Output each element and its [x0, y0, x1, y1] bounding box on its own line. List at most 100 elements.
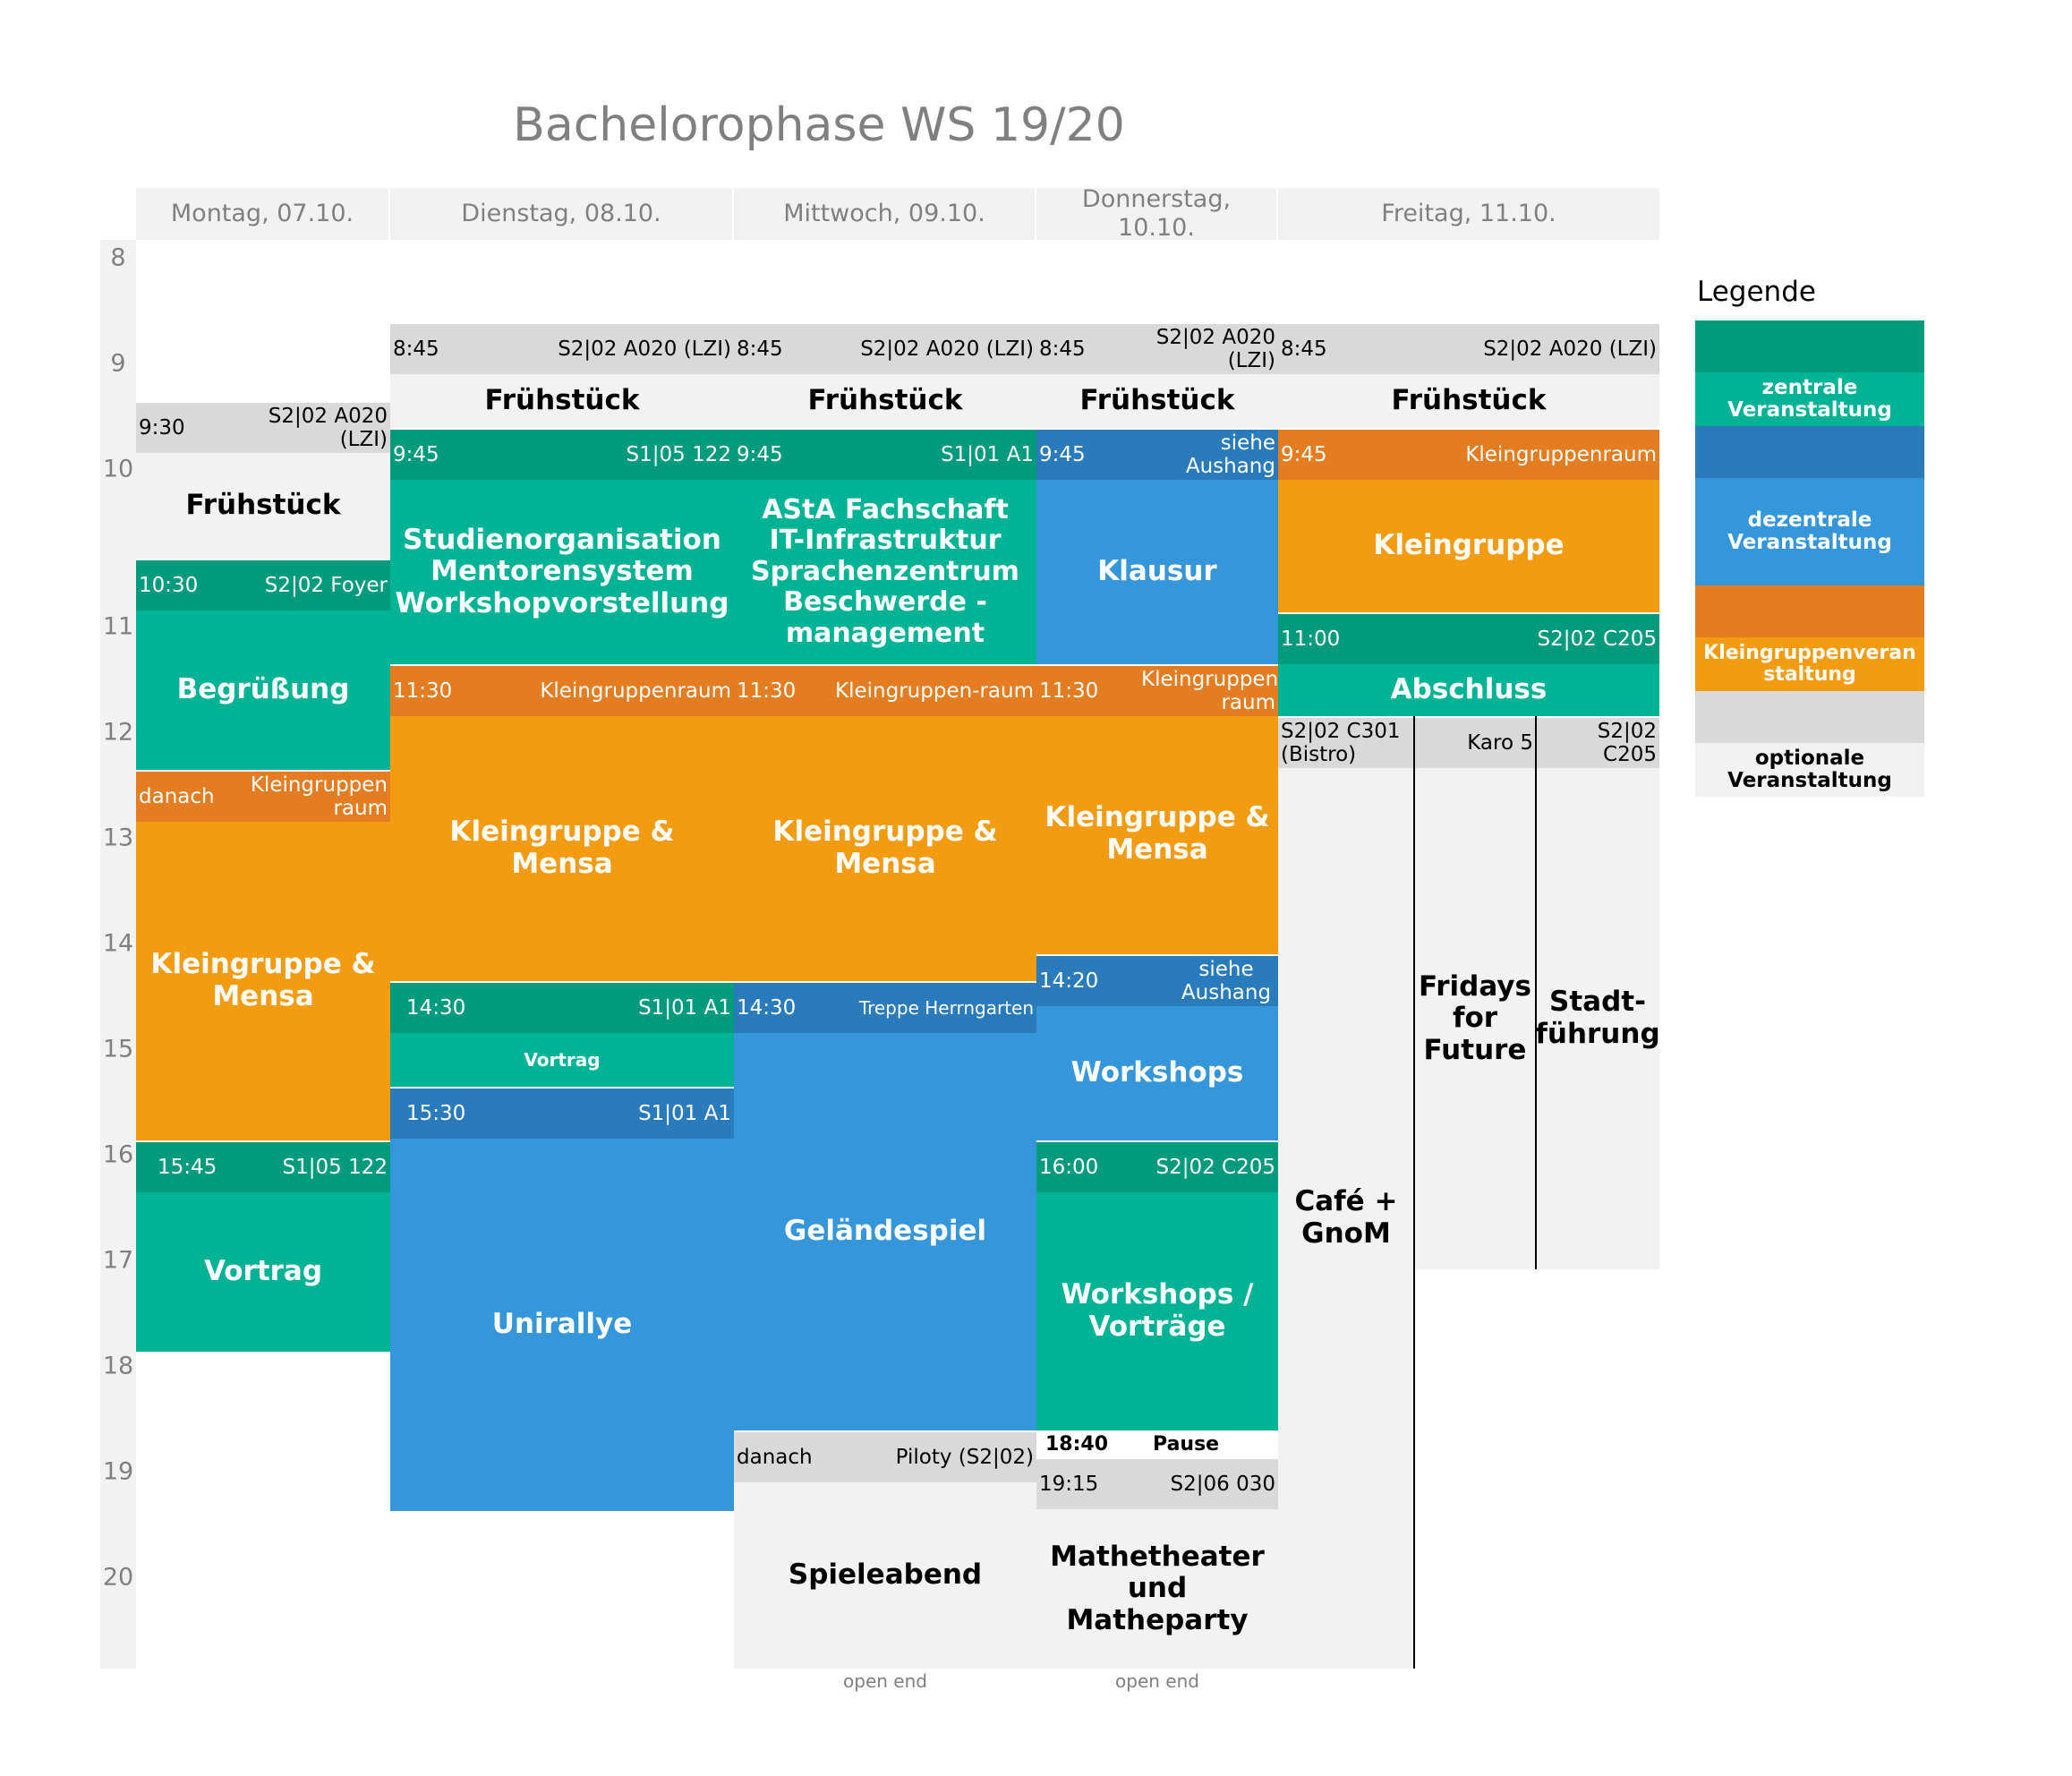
- event-header: 11:30 Kleingruppen-raum: [1036, 664, 1286, 716]
- event-room: S2|02 C205: [1155, 1155, 1275, 1179]
- event-vortrag: Vortrag: [390, 1033, 734, 1087]
- legend-swatch-group-dark: [1695, 585, 1924, 637]
- event-time: 10:30: [139, 573, 199, 597]
- event-fruehstueck: Frühstück: [1036, 374, 1278, 428]
- event-room: Kleingruppen-raum: [835, 679, 1034, 703]
- event-vortrag: Vortrag: [136, 1192, 390, 1352]
- event-room: S1|01 A1: [638, 1101, 731, 1125]
- open-end-label: open end: [843, 1670, 927, 1692]
- event-header: 8:45 S2|02 A020 (LZI): [734, 322, 1036, 374]
- event-header: 14:20 siehe Aushang: [1036, 954, 1278, 1006]
- event-spieleabend: Spieleabend: [734, 1482, 1036, 1669]
- day-header-friday: Freitag, 11.10.: [1278, 188, 1659, 240]
- event-header: 9:45 siehe Aushang: [1036, 428, 1278, 480]
- event-fridays-for-future: Fridays for Future: [1414, 768, 1536, 1269]
- event-time: danach: [139, 784, 215, 808]
- event-header: S2|02 C205: [1536, 716, 1659, 768]
- event-time: 11:30: [737, 679, 797, 703]
- event-header: 11:30 Kleingruppen-raum: [734, 664, 1036, 716]
- event-kleingruppe: Kleingruppe & Mensa: [390, 716, 734, 981]
- event-room: S1|01 A1: [638, 995, 731, 1020]
- event-time: 8:45: [1281, 337, 1327, 361]
- event-time: 11:30: [393, 679, 453, 703]
- event-asta: AStA Fachschaft IT-Infrastruktur Sprache…: [734, 480, 1036, 664]
- event-time: 8:45: [1039, 337, 1086, 361]
- event-room: S2|02 A020 (LZI): [558, 337, 731, 361]
- event-header: 10:30 S2|02 Foyer: [136, 559, 390, 610]
- event-header: 11:00 S2|02 C205: [1278, 612, 1659, 664]
- event-room: Karo 5: [1467, 730, 1533, 755]
- pause-time: 18:40: [1045, 1432, 1109, 1456]
- legend-item-group: Kleingruppenveran staltung: [1695, 637, 1924, 691]
- legend-swatch-central-dark: [1695, 320, 1924, 372]
- event-workshops-vortraege: Workshops / Vorträge: [1036, 1192, 1278, 1430]
- legend-title: Legende: [1697, 276, 1816, 308]
- column-divider: [1413, 716, 1415, 1669]
- event-time: 16:00: [1039, 1155, 1099, 1179]
- event-time: 8:45: [737, 337, 783, 361]
- event-stadtfuehrung: Stadt-führung: [1535, 768, 1660, 1269]
- event-header: 9:30 S2|02 A020 (LZI): [136, 401, 390, 453]
- event-header: 9:45 S1|05 122: [390, 428, 734, 480]
- event-room: S2|02 A020 (LZI): [1483, 337, 1657, 361]
- hour-label: 18: [102, 1352, 134, 1380]
- event-unirallye: Unirallye: [390, 1139, 734, 1511]
- page-title: Bachelorophase WS 19/20: [513, 98, 1125, 152]
- event-kleingruppe: Kleingruppe & Mensa: [136, 822, 390, 1140]
- event-kleingruppe: Kleingruppe: [1278, 480, 1659, 612]
- legend-item-decentral: dezentrale Veranstaltung: [1695, 478, 1924, 585]
- event-abschluss: Abschluss: [1278, 664, 1659, 716]
- event-header: 8:45 S2|02 A020 (LZI): [1278, 322, 1659, 374]
- event-header: 9:45 Kleingruppenraum: [1278, 428, 1659, 480]
- event-header: 8:45 S2|02 A020 (LZI): [390, 322, 734, 374]
- legend-swatch-decentral-dark: [1695, 426, 1924, 478]
- event-time: 9:45: [737, 442, 783, 466]
- hour-label: 14: [102, 929, 134, 958]
- event-header: 11:30 Kleingruppenraum: [390, 664, 734, 716]
- event-room: S1|05 122: [626, 442, 731, 466]
- event-header: 15:45 S1|05 122: [136, 1140, 390, 1192]
- event-begruessung: Begrüßung: [136, 610, 390, 770]
- event-room: S2|02 C301 (Bistro): [1281, 719, 1401, 766]
- event-header: 15:30 S1|01 A1: [390, 1087, 734, 1139]
- hour-label: 13: [102, 824, 134, 852]
- hour-label: 16: [102, 1140, 134, 1169]
- event-time: danach: [737, 1445, 813, 1469]
- event-room: S2|02 C205: [1537, 627, 1657, 651]
- event-header: danach Piloty (S2|02): [734, 1430, 1036, 1482]
- event-fruehstueck: Frühstück: [1278, 374, 1659, 428]
- event-time: 11:30: [1039, 679, 1099, 703]
- event-room: siehe Aushang: [1185, 431, 1275, 478]
- event-header: 19:15 S2|06 030: [1036, 1457, 1278, 1509]
- event-room: S2|02 Foyer: [264, 573, 388, 597]
- event-room: Kleingruppenraum: [1465, 442, 1657, 466]
- event-time: 9:45: [1281, 442, 1327, 466]
- event-header: 14:30 Treppe Herrngarten: [734, 981, 1036, 1033]
- event-kleingruppe: Kleingruppe & Mensa: [1036, 716, 1278, 954]
- hour-label: 11: [102, 612, 134, 641]
- event-time: 8:45: [393, 337, 439, 361]
- event-time: 15:30: [406, 1101, 466, 1125]
- event-room: Kleingruppen-raum: [1141, 667, 1286, 714]
- day-header-monday: Montag, 07.10.: [136, 188, 388, 240]
- event-time: 9:30: [139, 415, 185, 440]
- event-room: siehe Aushang: [1181, 957, 1272, 1004]
- event-room: S1|05 122: [282, 1155, 388, 1179]
- event-cafe-gnom: Café + GnoM: [1278, 768, 1414, 1669]
- event-header: 8:45 S2|02 A020 (LZI): [1036, 322, 1278, 374]
- event-header: danach Kleingruppen raum: [136, 770, 390, 822]
- event-kleingruppe: Kleingruppe & Mensa: [734, 716, 1036, 981]
- event-time: 14:20: [1039, 969, 1099, 993]
- event-room: Kleingruppenraum: [540, 679, 731, 703]
- event-fruehstueck: Frühstück: [136, 453, 390, 559]
- day-header-wednesday: Mittwoch, 09.10.: [734, 188, 1035, 240]
- legend-item-central: zentrale Veranstaltung: [1695, 372, 1924, 426]
- event-time: 9:45: [1039, 442, 1086, 466]
- event-room: S2|02 C205: [1597, 719, 1657, 766]
- hour-label: 10: [102, 455, 134, 483]
- hour-label: 20: [102, 1563, 134, 1592]
- pause-label: Pause: [1153, 1432, 1220, 1456]
- hour-label: 8: [110, 243, 126, 272]
- event-time: 14:30: [406, 995, 466, 1020]
- event-room: S2|06 030: [1170, 1472, 1275, 1496]
